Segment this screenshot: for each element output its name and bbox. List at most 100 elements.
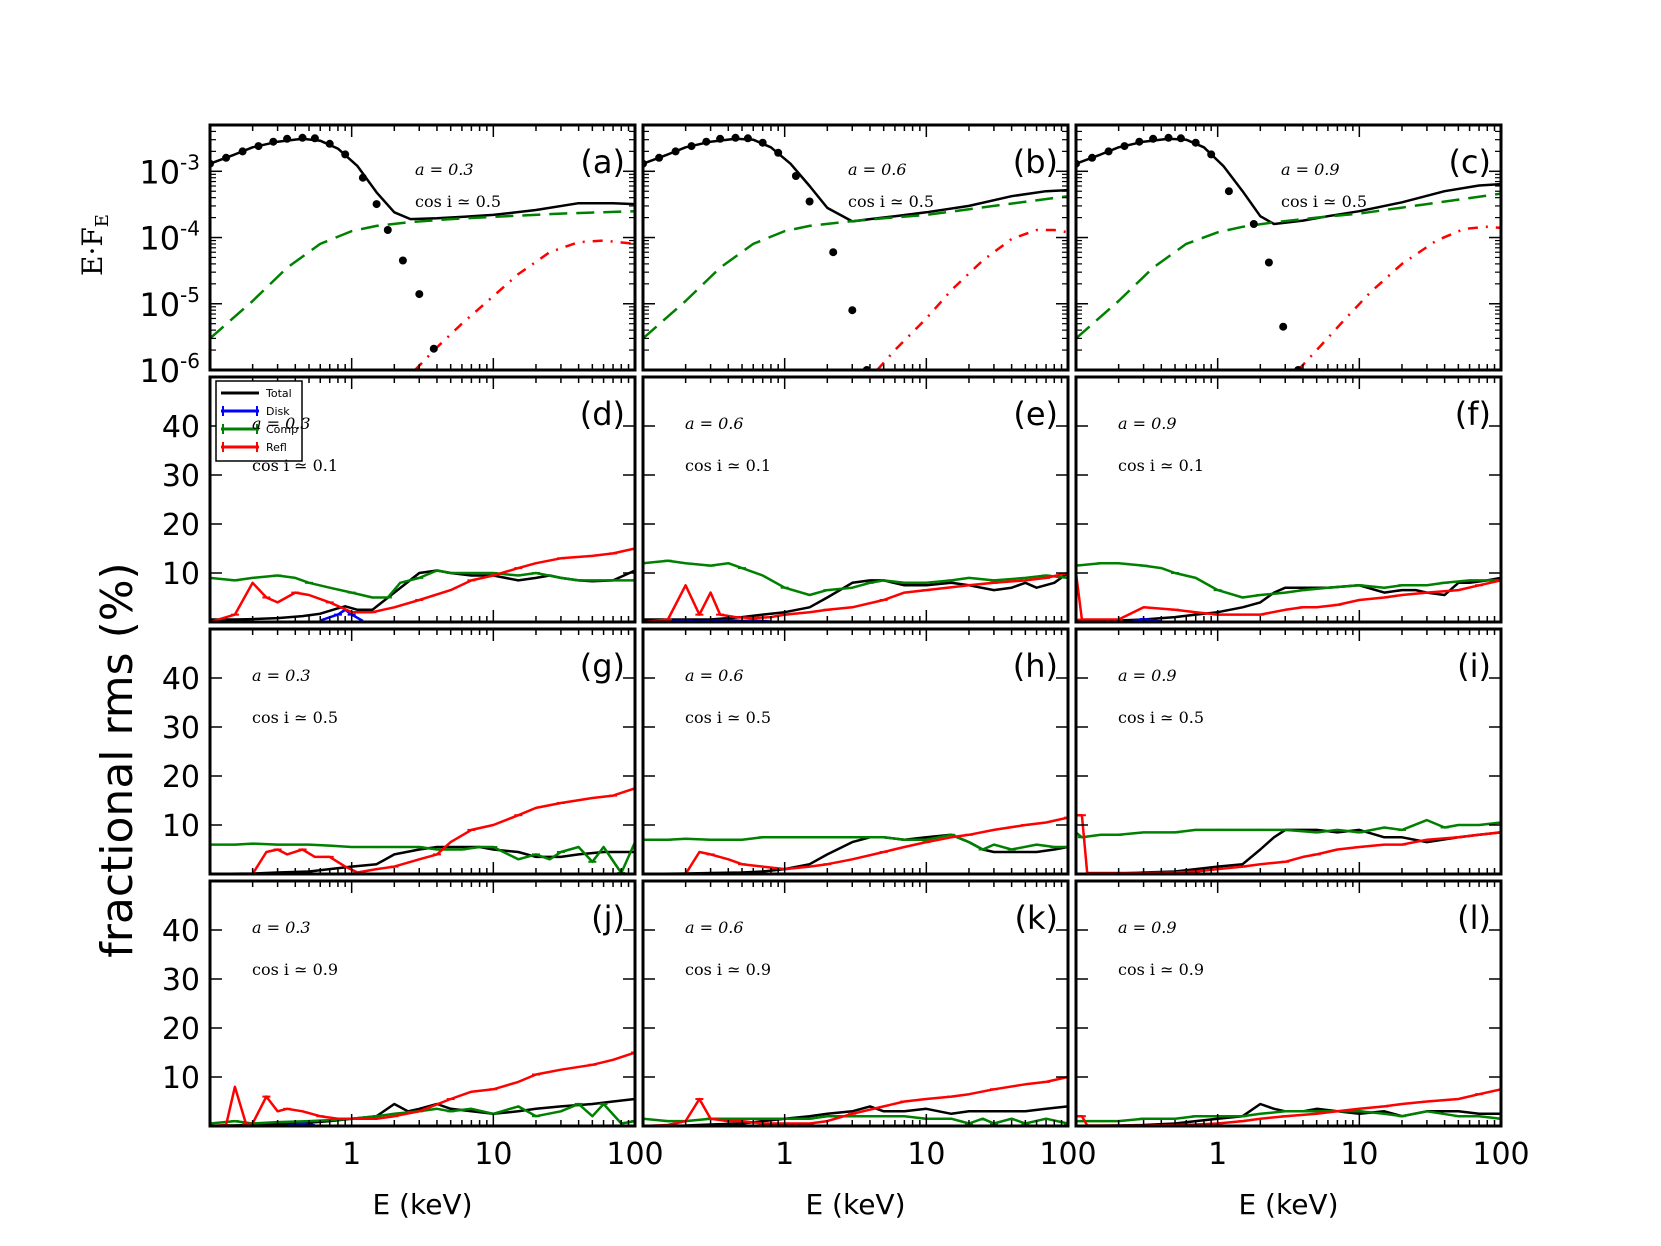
disk-point xyxy=(1164,133,1173,142)
y-tick-label: 10 xyxy=(162,1061,200,1096)
spectrum-ylabel: E·FE xyxy=(76,214,113,276)
y-tick-label: 40 xyxy=(162,914,200,949)
series-refl-line xyxy=(414,239,635,370)
panel-plot-(h) xyxy=(643,816,1068,874)
x-tick-label: 100 xyxy=(606,1137,663,1172)
panel-label: (c) xyxy=(1448,143,1491,181)
series-comp-line xyxy=(1076,1110,1501,1123)
inclination-label: cos i ≃ 0.5 xyxy=(415,192,501,211)
inclination-label: cos i ≃ 0.1 xyxy=(252,456,338,475)
disk-point xyxy=(1135,137,1144,146)
series-total-line xyxy=(210,1097,635,1126)
disk-point xyxy=(1249,220,1258,228)
disk-point xyxy=(1088,153,1097,162)
disk-point xyxy=(758,138,767,147)
y-tick-label: 10-6 xyxy=(139,349,200,390)
inclination-label: cos i ≃ 0.9 xyxy=(1118,960,1204,979)
spin-label: a = 0.6 xyxy=(685,666,744,685)
spin-label: a = 0.3 xyxy=(415,160,474,179)
y-tick-label: 10-4 xyxy=(139,217,200,258)
disk-point xyxy=(731,133,740,142)
y-tick-label: 10 xyxy=(162,557,200,592)
panel-frame xyxy=(1074,375,1503,624)
series-comp-line xyxy=(643,194,1068,340)
panel-plot-(d) xyxy=(210,547,635,622)
disk-point xyxy=(341,150,350,159)
series-refl-line xyxy=(1076,572,1501,621)
disk-point xyxy=(791,172,800,180)
disk-point xyxy=(298,133,307,142)
y-tick-label: 10-3 xyxy=(139,150,200,191)
inclination-label: cos i ≃ 0.5 xyxy=(1118,708,1204,727)
panel-plot-(a) xyxy=(210,133,635,370)
series-comp-line xyxy=(643,833,1068,851)
disk-point xyxy=(829,248,838,257)
panel-frame xyxy=(1074,879,1503,1128)
y-tick-label: 30 xyxy=(162,711,200,746)
x-tick-label: 100 xyxy=(1472,1137,1529,1172)
inclination-label: cos i ≃ 0.9 xyxy=(685,960,771,979)
disk-point xyxy=(1149,134,1158,143)
x-tick-label: 1 xyxy=(775,1137,794,1172)
series-refl-line xyxy=(210,547,635,622)
x-tick-label: 1 xyxy=(342,1137,361,1172)
series-comp-line xyxy=(643,1114,1068,1125)
panel-label: (g) xyxy=(580,647,625,685)
panel-label: (d) xyxy=(580,395,625,433)
panel-label: (f) xyxy=(1455,395,1491,433)
y-tick-label: 30 xyxy=(162,459,200,494)
series-comp-line xyxy=(1076,192,1501,340)
x-axis-label: E (keV) xyxy=(1238,1188,1338,1221)
disk-point xyxy=(702,137,711,146)
series-comp-line xyxy=(210,1102,635,1125)
series-comp-line xyxy=(643,559,1068,597)
disk-point xyxy=(774,148,783,157)
spin-label: a = 0.9 xyxy=(1118,918,1177,937)
series-refl-line xyxy=(876,228,1068,370)
inclination-label: cos i ≃ 0.5 xyxy=(848,192,934,211)
disk-point xyxy=(1176,134,1185,143)
y-tick-label: 20 xyxy=(162,508,200,543)
disk-point xyxy=(283,134,292,143)
inclination-label: cos i ≃ 0.1 xyxy=(685,456,771,475)
inclination-label: cos i ≃ 0.5 xyxy=(1281,192,1367,211)
disk-point xyxy=(269,137,278,146)
series-refl-line xyxy=(1297,225,1501,370)
disk-point xyxy=(254,142,263,151)
spin-label: a = 0.6 xyxy=(685,414,744,433)
series-comp-line xyxy=(1076,818,1501,839)
panel-frame xyxy=(641,879,1070,1128)
disk-point xyxy=(743,134,752,143)
disk-point xyxy=(383,226,392,234)
x-tick-label: 10 xyxy=(907,1137,945,1172)
rms-ylabel: fractional rms (%) xyxy=(92,562,143,957)
disk-point xyxy=(1207,150,1216,159)
panel-frame xyxy=(641,375,1070,624)
panel-frame xyxy=(208,879,637,1128)
panel-plot-(e) xyxy=(643,559,1068,622)
disk-point xyxy=(1279,322,1288,331)
disk-point xyxy=(415,290,424,299)
y-tick-label: 30 xyxy=(162,963,200,998)
y-tick-label: 20 xyxy=(162,760,200,795)
panel-label: (a) xyxy=(580,143,625,181)
panel-label: (j) xyxy=(591,899,625,937)
disk-point xyxy=(358,173,367,182)
spin-label: a = 0.3 xyxy=(252,666,311,685)
panel-plot-(c) xyxy=(1076,133,1501,370)
panel-label: (i) xyxy=(1457,647,1491,685)
legend-label: Comp xyxy=(266,423,298,436)
y-tick-label: 10-5 xyxy=(139,283,200,324)
inclination-label: cos i ≃ 0.5 xyxy=(252,708,338,727)
x-axis-label: E (keV) xyxy=(805,1188,905,1221)
disk-point xyxy=(1224,187,1233,196)
panel-frame xyxy=(1074,627,1503,876)
inclination-label: cos i ≃ 0.5 xyxy=(685,708,771,727)
disk-point xyxy=(310,134,319,143)
frames-layer xyxy=(208,123,1503,1128)
disk-point xyxy=(687,142,696,151)
inclination-label: cos i ≃ 0.9 xyxy=(252,960,338,979)
legend-label: Refl xyxy=(266,441,287,454)
panel-label: (e) xyxy=(1013,395,1058,433)
panel-plot-(b) xyxy=(643,133,1068,370)
